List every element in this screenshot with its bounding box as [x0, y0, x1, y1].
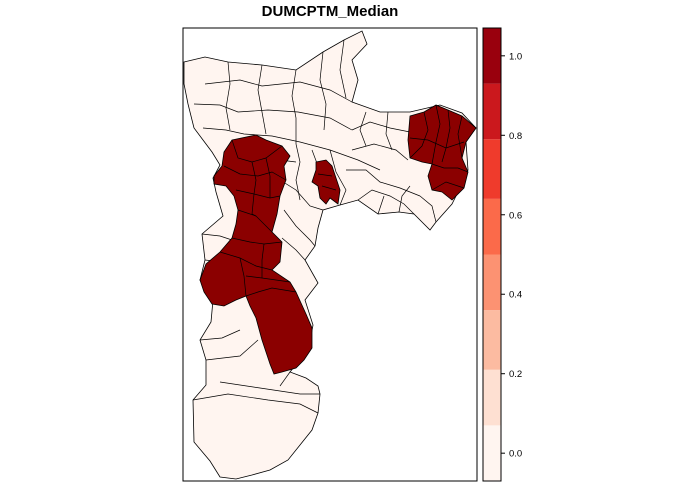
- district-high: [311, 159, 341, 205]
- legend-tick-label: 1.0: [509, 51, 522, 62]
- legend-tick-label: 0.2: [509, 369, 522, 380]
- legend-bin: [483, 369, 501, 426]
- high-value-districts-west: [199, 134, 313, 375]
- legend-bin: [483, 28, 501, 84]
- legend-tick-label: 0.0: [509, 449, 522, 460]
- legend-tick-label: 0.4: [509, 290, 522, 301]
- legend-frame: [482, 27, 502, 482]
- legend-bin: [483, 139, 501, 199]
- legend-bin: [483, 83, 501, 140]
- legend-bin: [483, 198, 501, 255]
- high-value-district-center: [311, 159, 341, 205]
- color-legend: [483, 28, 501, 481]
- district-high: [199, 134, 313, 375]
- legend-tick-label: 0.6: [509, 210, 522, 221]
- legend-ticks: 0.0 0.2 0.4 0.6 0.8 1.0: [501, 51, 522, 460]
- legend-bin: [483, 254, 501, 311]
- legend-bin: [483, 310, 501, 370]
- district-boundaries: [192, 39, 437, 414]
- map-title: DUMCPTM_Median: [261, 3, 399, 20]
- legend-bin: [483, 425, 501, 481]
- high-value-districts-west-lines: [219, 139, 297, 297]
- map-panel-frame: [182, 27, 478, 482]
- high-value-districts-east-lines: [409, 104, 469, 191]
- legend-tick-label: 0.8: [509, 131, 522, 142]
